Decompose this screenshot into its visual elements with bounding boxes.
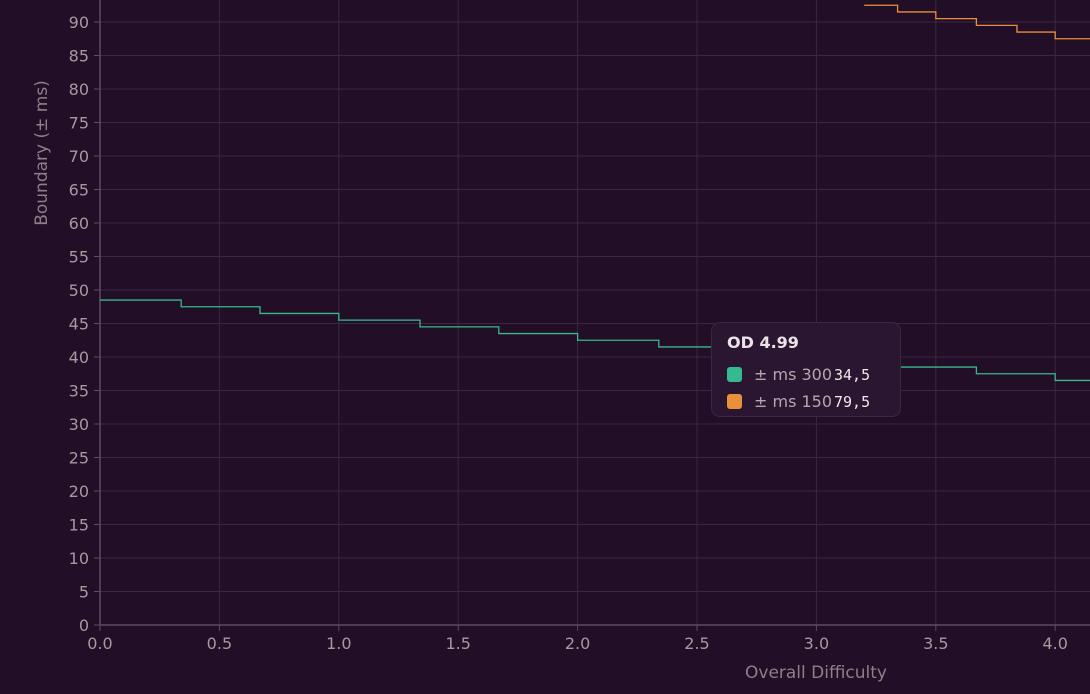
y-tick-label: 50 [69, 281, 89, 300]
x-tick-label: 0.5 [207, 634, 232, 653]
tooltip-row: ± ms 150 79,5 [727, 388, 886, 415]
y-tick-label: 60 [69, 214, 89, 233]
y-tick-label: 80 [69, 80, 89, 99]
tooltip-title: OD 4.99 [727, 333, 799, 352]
x-tick-label: 3.0 [804, 634, 829, 653]
y-axis-title: Boundary (± ms) [32, 80, 52, 226]
series-line-ms150 [864, 4, 1090, 40]
x-tick-label: 1.5 [445, 634, 470, 653]
series-swatch-icon [727, 394, 742, 409]
y-tick-label: 45 [69, 315, 89, 334]
y-tick-label: 10 [69, 549, 89, 568]
y-tick-label: 35 [69, 382, 89, 401]
series-swatch-icon [727, 367, 742, 382]
tooltip-series-value: 79,5 [834, 392, 871, 411]
grid-lines [99, 0, 1090, 626]
axes [94, 0, 1090, 631]
y-tick-label: 5 [79, 583, 89, 602]
y-tick-label: 20 [69, 482, 89, 501]
series-line-ms300 [100, 299, 1090, 382]
hover-tooltip: OD 4.99 ± ms 300 34,5 ± ms 150 79,5 [711, 322, 901, 417]
x-tick-label: 1.0 [326, 634, 351, 653]
y-tick-label: 70 [69, 147, 89, 166]
tooltip-series-label: ± ms 300 [754, 365, 833, 384]
x-tick-label: 3.5 [923, 634, 948, 653]
tooltip-series-label: ± ms 150 [754, 392, 833, 411]
x-tick-label: 2.0 [565, 634, 590, 653]
tooltip-row: ± ms 300 34,5 [727, 361, 886, 388]
y-tick-label: 0 [79, 616, 89, 635]
y-tick-label: 40 [69, 348, 89, 367]
y-tick-label: 90 [69, 13, 89, 32]
y-tick-labels: 0 5 10 15 20 25 30 35 40 45 50 55 60 65 70 75 80 85 90 [69, 13, 89, 635]
y-tick-label: 25 [69, 449, 89, 468]
x-tick-label: 4.0 [1042, 634, 1067, 653]
x-tick-labels: 0.00.51.01.52.02.53.03.54.04.55.05.56.06… [87, 634, 1068, 653]
series-lines [100, 4, 1090, 382]
y-tick-label: 65 [69, 181, 89, 200]
tooltip-series-value: 34,5 [834, 365, 871, 384]
y-tick-label: 75 [69, 114, 89, 133]
x-tick-label: 0.0 [87, 634, 112, 653]
y-tick-label: 85 [69, 47, 89, 66]
y-tick-label: 55 [69, 248, 89, 267]
x-axis-title: Overall Difficulty [745, 663, 887, 683]
x-tick-label: 2.5 [684, 634, 709, 653]
y-tick-label: 30 [69, 415, 89, 434]
y-tick-label: 15 [69, 516, 89, 535]
